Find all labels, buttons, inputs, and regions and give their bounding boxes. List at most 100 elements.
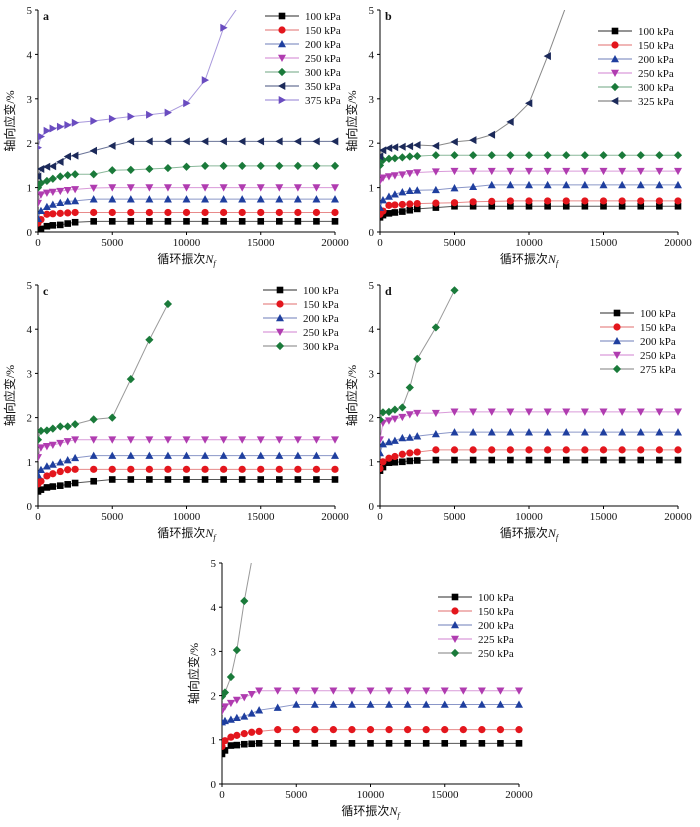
y-tick-label: 1	[211, 735, 217, 747]
x-tick-label: 15000	[590, 237, 618, 249]
panel-label: a	[43, 9, 49, 23]
data-point	[413, 354, 422, 363]
data-point	[515, 700, 523, 708]
data-point	[385, 726, 393, 734]
data-point	[380, 161, 385, 170]
y-tick-label: 3	[27, 368, 33, 380]
data-point	[127, 112, 135, 121]
legend-marker	[278, 26, 286, 34]
data-point	[56, 422, 65, 431]
data-point	[201, 208, 209, 217]
data-point	[145, 436, 154, 444]
data-point	[580, 151, 589, 160]
data-point	[42, 443, 51, 451]
data-point	[38, 183, 43, 192]
data-point	[331, 208, 339, 217]
data-point	[56, 458, 65, 466]
data-point	[562, 408, 571, 416]
data-point	[404, 740, 411, 747]
data-point	[219, 451, 228, 459]
data-point	[275, 451, 284, 459]
data-point	[405, 411, 414, 419]
data-point	[48, 188, 57, 197]
data-point	[145, 335, 154, 344]
data-point	[201, 184, 210, 192]
data-point	[126, 436, 135, 444]
data-point	[636, 180, 645, 189]
data-point	[222, 750, 226, 758]
data-point	[655, 180, 664, 189]
data-point	[71, 186, 80, 194]
data-point	[127, 465, 135, 473]
data-point	[273, 703, 282, 711]
data-point	[64, 481, 71, 488]
data-point	[90, 117, 98, 125]
data-point	[56, 172, 65, 181]
legend-label: 250 kPa	[303, 327, 339, 339]
data-point	[38, 214, 42, 222]
legend-marker	[613, 309, 621, 317]
data-point	[507, 202, 514, 210]
data-point	[108, 141, 116, 150]
series	[38, 299, 173, 444]
data-point	[256, 436, 265, 444]
data-point	[385, 201, 393, 209]
data-point	[451, 456, 458, 464]
data-point	[164, 218, 172, 225]
data-point	[398, 188, 407, 196]
data-point	[43, 126, 51, 135]
data-point	[469, 428, 478, 436]
data-point	[49, 210, 57, 218]
series	[222, 726, 523, 751]
legend-label: 100 kPa	[478, 592, 514, 604]
y-tick-label: 3	[211, 646, 217, 658]
data-point	[220, 218, 227, 225]
x-tick-label: 20000	[321, 511, 349, 523]
data-point	[108, 413, 117, 422]
data-point	[562, 180, 571, 189]
data-point	[600, 456, 607, 464]
legend-marker	[275, 341, 285, 351]
data-point	[391, 458, 399, 466]
x-axis-label-var: N	[204, 526, 214, 540]
x-tick-label: 5000	[285, 789, 308, 801]
data-point	[385, 454, 393, 462]
data-point	[506, 117, 514, 126]
data-point	[227, 742, 235, 749]
series	[38, 476, 339, 495]
data-point	[600, 202, 607, 210]
y-tick-label: 4	[369, 324, 375, 336]
data-point	[331, 218, 339, 225]
data-point	[38, 435, 43, 444]
data-point	[599, 428, 608, 436]
data-point	[275, 184, 284, 192]
series	[38, 465, 339, 488]
data-point	[312, 208, 321, 217]
data-point	[63, 186, 72, 195]
x-tick-label: 20000	[664, 237, 692, 249]
panel-label: d	[385, 284, 392, 298]
data-point	[525, 456, 533, 464]
x-axis-label-var: N	[547, 526, 557, 540]
data-point	[348, 740, 356, 747]
data-point	[543, 167, 552, 176]
data-point	[145, 195, 154, 203]
x-tick-label: 10000	[357, 789, 385, 801]
data-point	[413, 205, 421, 213]
data-point	[71, 479, 79, 487]
data-point	[487, 130, 496, 139]
legend-marker	[276, 314, 284, 322]
data-point	[618, 197, 626, 205]
legend-marker	[276, 300, 284, 308]
data-point	[384, 154, 394, 163]
data-point	[275, 195, 284, 203]
data-point	[405, 170, 414, 178]
data-point	[312, 184, 321, 192]
data-point	[431, 185, 440, 194]
data-point	[390, 154, 399, 163]
x-tick-label: 15000	[590, 511, 618, 523]
y-tick-label: 1	[27, 183, 33, 195]
data-point	[599, 197, 608, 205]
data-point	[126, 165, 135, 174]
data-point	[48, 460, 57, 468]
